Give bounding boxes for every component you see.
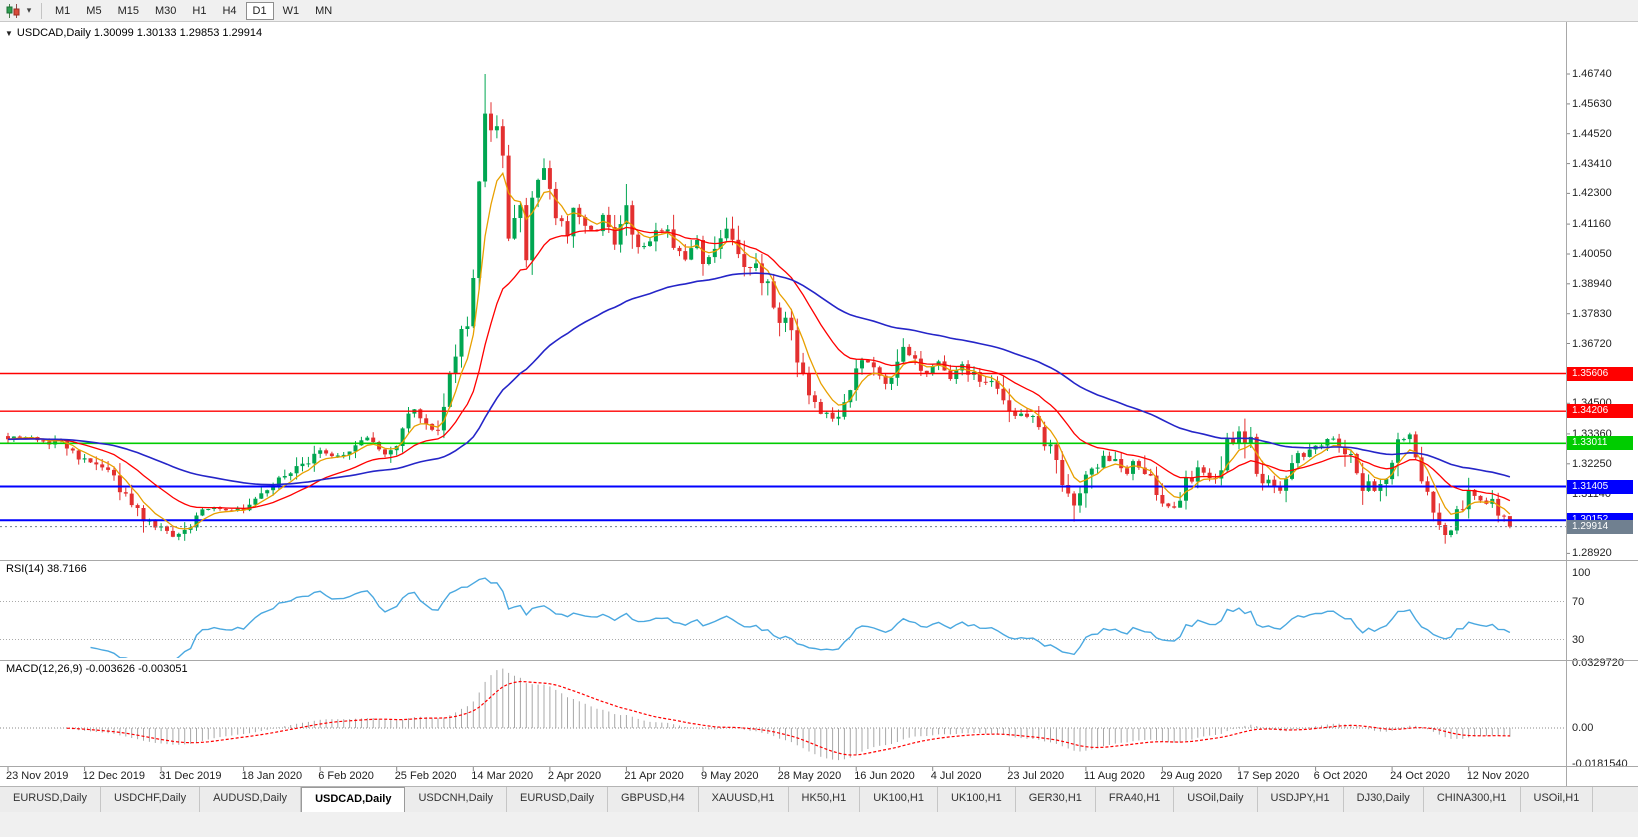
date-label: 21 Apr 2020 (624, 770, 684, 782)
axis-separator (1566, 22, 1567, 786)
date-label: 11 Aug 2020 (1083, 770, 1145, 782)
tab-eurusd-daily[interactable]: EURUSD,Daily (0, 787, 101, 812)
date-label: 6 Feb 2020 (318, 770, 374, 782)
price-tick-label: 1.44520 (1572, 127, 1612, 140)
date-label: 17 Sep 2020 (1237, 770, 1300, 782)
date-label: 31 Dec 2019 (159, 770, 222, 782)
timeframe-button-mn[interactable]: MN (315, 4, 333, 17)
price-tick-label: 1.37830 (1572, 307, 1612, 320)
date-label: 23 Nov 2019 (6, 770, 69, 782)
date-label: 4 Jul 2020 (930, 770, 982, 782)
date-label: 12 Dec 2019 (82, 770, 145, 782)
price-tick-label: 1.36720 (1572, 337, 1612, 350)
chart-menu-caret-icon[interactable]: ▾ (26, 5, 32, 15)
tab-audusd-daily[interactable]: AUDUSD,Daily (200, 787, 302, 812)
macd-label: MACD(12,26,9) -0.003626 -0.003051 (6, 663, 188, 675)
timeframe-button-d1[interactable]: D1 (245, 1, 274, 20)
pane-separator[interactable] (0, 560, 1638, 561)
price-tick-label: 1.40050 (1572, 248, 1612, 260)
pane-separator[interactable] (0, 660, 1638, 661)
date-label: 25 Feb 2020 (394, 770, 457, 782)
timeframe-button-m1[interactable]: M1 (55, 4, 71, 17)
bottom-filler (0, 812, 1638, 837)
price-tick-label: 1.28920 (1572, 547, 1612, 560)
timeframe-button-w1[interactable]: W1 (282, 4, 300, 17)
pane-separator[interactable] (0, 766, 1638, 767)
timeframe-button-m5[interactable]: M5 (86, 4, 102, 17)
price-tick-label: 1.38940 (1572, 277, 1612, 290)
tab-uk100-h1[interactable]: UK100,H1 (938, 787, 1016, 812)
date-label: 2 Apr 2020 (547, 770, 602, 782)
price-tick-label: 1.32250 (1572, 457, 1612, 470)
date-label: 6 Oct 2020 (1313, 770, 1368, 782)
date-label: 23 Jul 2020 (1007, 770, 1065, 782)
date-label: 18 Jan 2020 (241, 770, 303, 782)
price-level-badge: 1.33011 (1567, 436, 1633, 451)
toolbar: ▾ M1 M5 M15 M30 H1 H4 D1 W1 MN (0, 0, 1638, 22)
chart-type-candles-icon[interactable] (4, 2, 22, 20)
chart-title-text: USDCAD,Daily 1.30099 1.30133 1.29853 1.2… (16, 27, 263, 39)
tab-china300-h1[interactable]: CHINA300,H1 (1424, 787, 1521, 812)
date-label: 28 May 2020 (777, 770, 842, 782)
tab-usdcnh-daily[interactable]: USDCNH,Daily (405, 787, 508, 812)
tab-usdjpy-h1[interactable]: USDJPY,H1 (1258, 787, 1344, 812)
price-tick-label: 1.46740 (1572, 68, 1612, 80)
tab-usdchf-daily[interactable]: USDCHF,Daily (101, 787, 201, 812)
rsi-scale-label: 70 (1572, 595, 1585, 608)
symbol-marker-icon: ▼ (5, 29, 13, 38)
macd-scale-label: -0.0181540 (1572, 757, 1628, 770)
date-label: 9 May 2020 (701, 770, 759, 782)
tab-xauusd-h1[interactable]: XAUUSD,H1 (699, 787, 789, 812)
rsi-scale-label: 100 (1572, 567, 1591, 579)
tab-gbpusd-h4[interactable]: GBPUSD,H4 (608, 787, 699, 812)
date-label: 16 Jun 2020 (854, 770, 915, 782)
tab-eurusd-daily[interactable]: EURUSD,Daily (507, 787, 608, 812)
date-label: 14 Mar 2020 (471, 770, 534, 782)
price-level-badge: 1.31405 (1567, 479, 1633, 494)
macd-scale-label: 0.00 (1572, 722, 1594, 734)
timeframe-button-m30[interactable]: M30 (154, 4, 177, 17)
tab-uk100-h1[interactable]: UK100,H1 (860, 787, 938, 812)
chart-tabs-bar: EURUSD,Daily USDCHF,Daily AUDUSD,Daily USDC… (0, 786, 1638, 812)
timeframe-button-h1[interactable]: H1 (192, 4, 207, 17)
date-label: 12 Nov 2020 (1466, 770, 1530, 782)
date-label: 29 Aug 2020 (1160, 770, 1223, 782)
tab-usdcad-daily[interactable]: USDCAD,Daily (301, 787, 406, 812)
price-tick-label: 1.43410 (1572, 157, 1612, 170)
tab-usoil-daily[interactable]: USOil,Daily (1174, 787, 1258, 812)
tab-hk50-h1[interactable]: HK50,H1 (789, 787, 861, 812)
price-level-badge: 1.35606 (1567, 366, 1633, 381)
price-tick-label: 1.42300 (1572, 187, 1612, 200)
rsi-label: RSI(14) 38.7166 (6, 563, 87, 575)
tab-ger30-h1[interactable]: GER30,H1 (1016, 787, 1096, 812)
rsi-scale-label: 30 (1572, 633, 1585, 646)
toolbar-divider (41, 2, 42, 19)
current-price-badge: 1.29914 (1567, 519, 1633, 534)
timeframe-button-h4[interactable]: H4 (222, 4, 237, 17)
tab-usoil-h1[interactable]: USOil,H1 (1521, 787, 1594, 812)
price-tick-label: 1.45630 (1572, 97, 1612, 110)
date-label: 24 Oct 2020 (1390, 770, 1451, 782)
chart-title: ▼ USDCAD,Daily 1.30099 1.30133 1.29853 1.… (5, 27, 262, 39)
timeframe-button-m15[interactable]: M15 (117, 4, 139, 17)
tab-fra40-h1[interactable]: FRA40,H1 (1096, 787, 1175, 812)
tab-dj30-daily[interactable]: DJ30,Daily (1344, 787, 1424, 812)
timeframe-buttons: M1 M5 M15 M30 H1 H4 D1 W1 MN (47, 1, 340, 20)
price-tick-label: 1.41160 (1572, 218, 1611, 231)
price-level-badge: 1.34206 (1567, 404, 1633, 419)
